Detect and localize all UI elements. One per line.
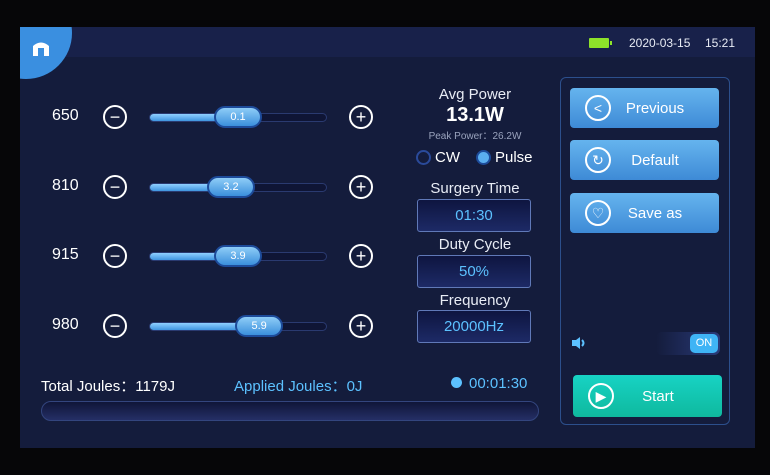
plus-icon: + <box>355 316 367 336</box>
minus-button[interactable]: − <box>103 244 127 268</box>
heart-icon: ♡ <box>585 200 611 226</box>
minus-button[interactable]: − <box>103 105 127 129</box>
chevron-left-icon: < <box>585 95 611 121</box>
slider-fill <box>150 253 238 260</box>
toggle-state: ON <box>690 334 718 353</box>
time: 15:21 <box>705 36 736 50</box>
frequency-label: Frequency <box>439 292 511 309</box>
surgery-time-input[interactable]: 01:30 <box>417 199 531 232</box>
wavelength-label: 915 <box>52 246 79 263</box>
duty-cycle-label: Duty Cycle <box>438 236 512 253</box>
minus-button[interactable]: − <box>103 175 127 199</box>
minus-button[interactable]: − <box>103 314 127 338</box>
wavelength-label: 810 <box>52 177 79 194</box>
slider-thumb[interactable]: 5.9 <box>235 315 284 337</box>
duty-cycle-input[interactable]: 50% <box>417 255 531 288</box>
wavelength-label: 650 <box>52 107 79 124</box>
progress-bar <box>41 401 539 421</box>
action-panel <box>560 77 730 425</box>
avg-power-label: Avg Power <box>438 86 512 103</box>
battery-icon <box>589 38 612 48</box>
top-bar <box>20 27 755 57</box>
home-icon[interactable] <box>31 39 51 57</box>
mode-radio-group: CW Pulse <box>416 149 533 166</box>
slider-fill <box>150 184 231 191</box>
power-slider[interactable]: 5.9 <box>149 315 327 337</box>
power-slider[interactable]: 3.2 <box>149 176 327 198</box>
cw-radio[interactable] <box>416 150 431 165</box>
wavelength-label: 980 <box>52 316 79 333</box>
speaker-icon[interactable] <box>571 336 587 350</box>
screen: 2020-03-15 15:21 650 − 0.1 + 810 − 3.2 +… <box>20 27 755 448</box>
plus-icon: + <box>355 177 367 197</box>
default-button[interactable]: ↻ Default <box>570 140 719 180</box>
date: 2020-03-15 <box>629 36 691 50</box>
minus-icon: − <box>109 177 121 197</box>
power-slider[interactable]: 3.9 <box>149 245 327 267</box>
plus-button[interactable]: + <box>349 314 373 338</box>
total-joules: Total Joules：1179J <box>41 378 175 395</box>
plus-button[interactable]: + <box>349 175 373 199</box>
play-icon: ▶ <box>588 383 614 409</box>
pulse-radio[interactable] <box>476 150 491 165</box>
slider-thumb[interactable]: 3.2 <box>206 176 255 198</box>
cw-label[interactable]: CW <box>435 149 460 166</box>
applied-joules: Applied Joules：0J <box>234 378 363 395</box>
power-slider[interactable]: 0.1 <box>149 106 327 128</box>
timer: 00:01:30 <box>469 375 528 392</box>
plus-icon: + <box>355 246 367 266</box>
sound-toggle[interactable]: ON <box>656 332 720 355</box>
reset-icon: ↻ <box>585 147 611 173</box>
save-as-button[interactable]: ♡ Save as <box>570 193 719 233</box>
slider-fill <box>150 114 238 121</box>
peak-power: Peak Power：26.2W <box>428 131 522 142</box>
slider-thumb[interactable]: 0.1 <box>214 106 262 128</box>
previous-button[interactable]: < Previous <box>570 88 719 128</box>
start-button[interactable]: ▶ Start <box>573 375 722 417</box>
clock-icon <box>451 377 462 388</box>
minus-icon: − <box>109 316 121 336</box>
slider-fill <box>150 323 260 330</box>
avg-power-value: 13.1W <box>446 104 504 126</box>
surgery-time-label: Surgery Time <box>430 180 520 197</box>
slider-thumb[interactable]: 3.9 <box>214 245 262 267</box>
plus-button[interactable]: + <box>349 244 373 268</box>
minus-icon: − <box>109 246 121 266</box>
plus-button[interactable]: + <box>349 105 373 129</box>
frequency-input[interactable]: 20000Hz <box>417 310 531 343</box>
minus-icon: − <box>109 107 121 127</box>
plus-icon: + <box>355 107 367 127</box>
pulse-label[interactable]: Pulse <box>495 149 533 166</box>
